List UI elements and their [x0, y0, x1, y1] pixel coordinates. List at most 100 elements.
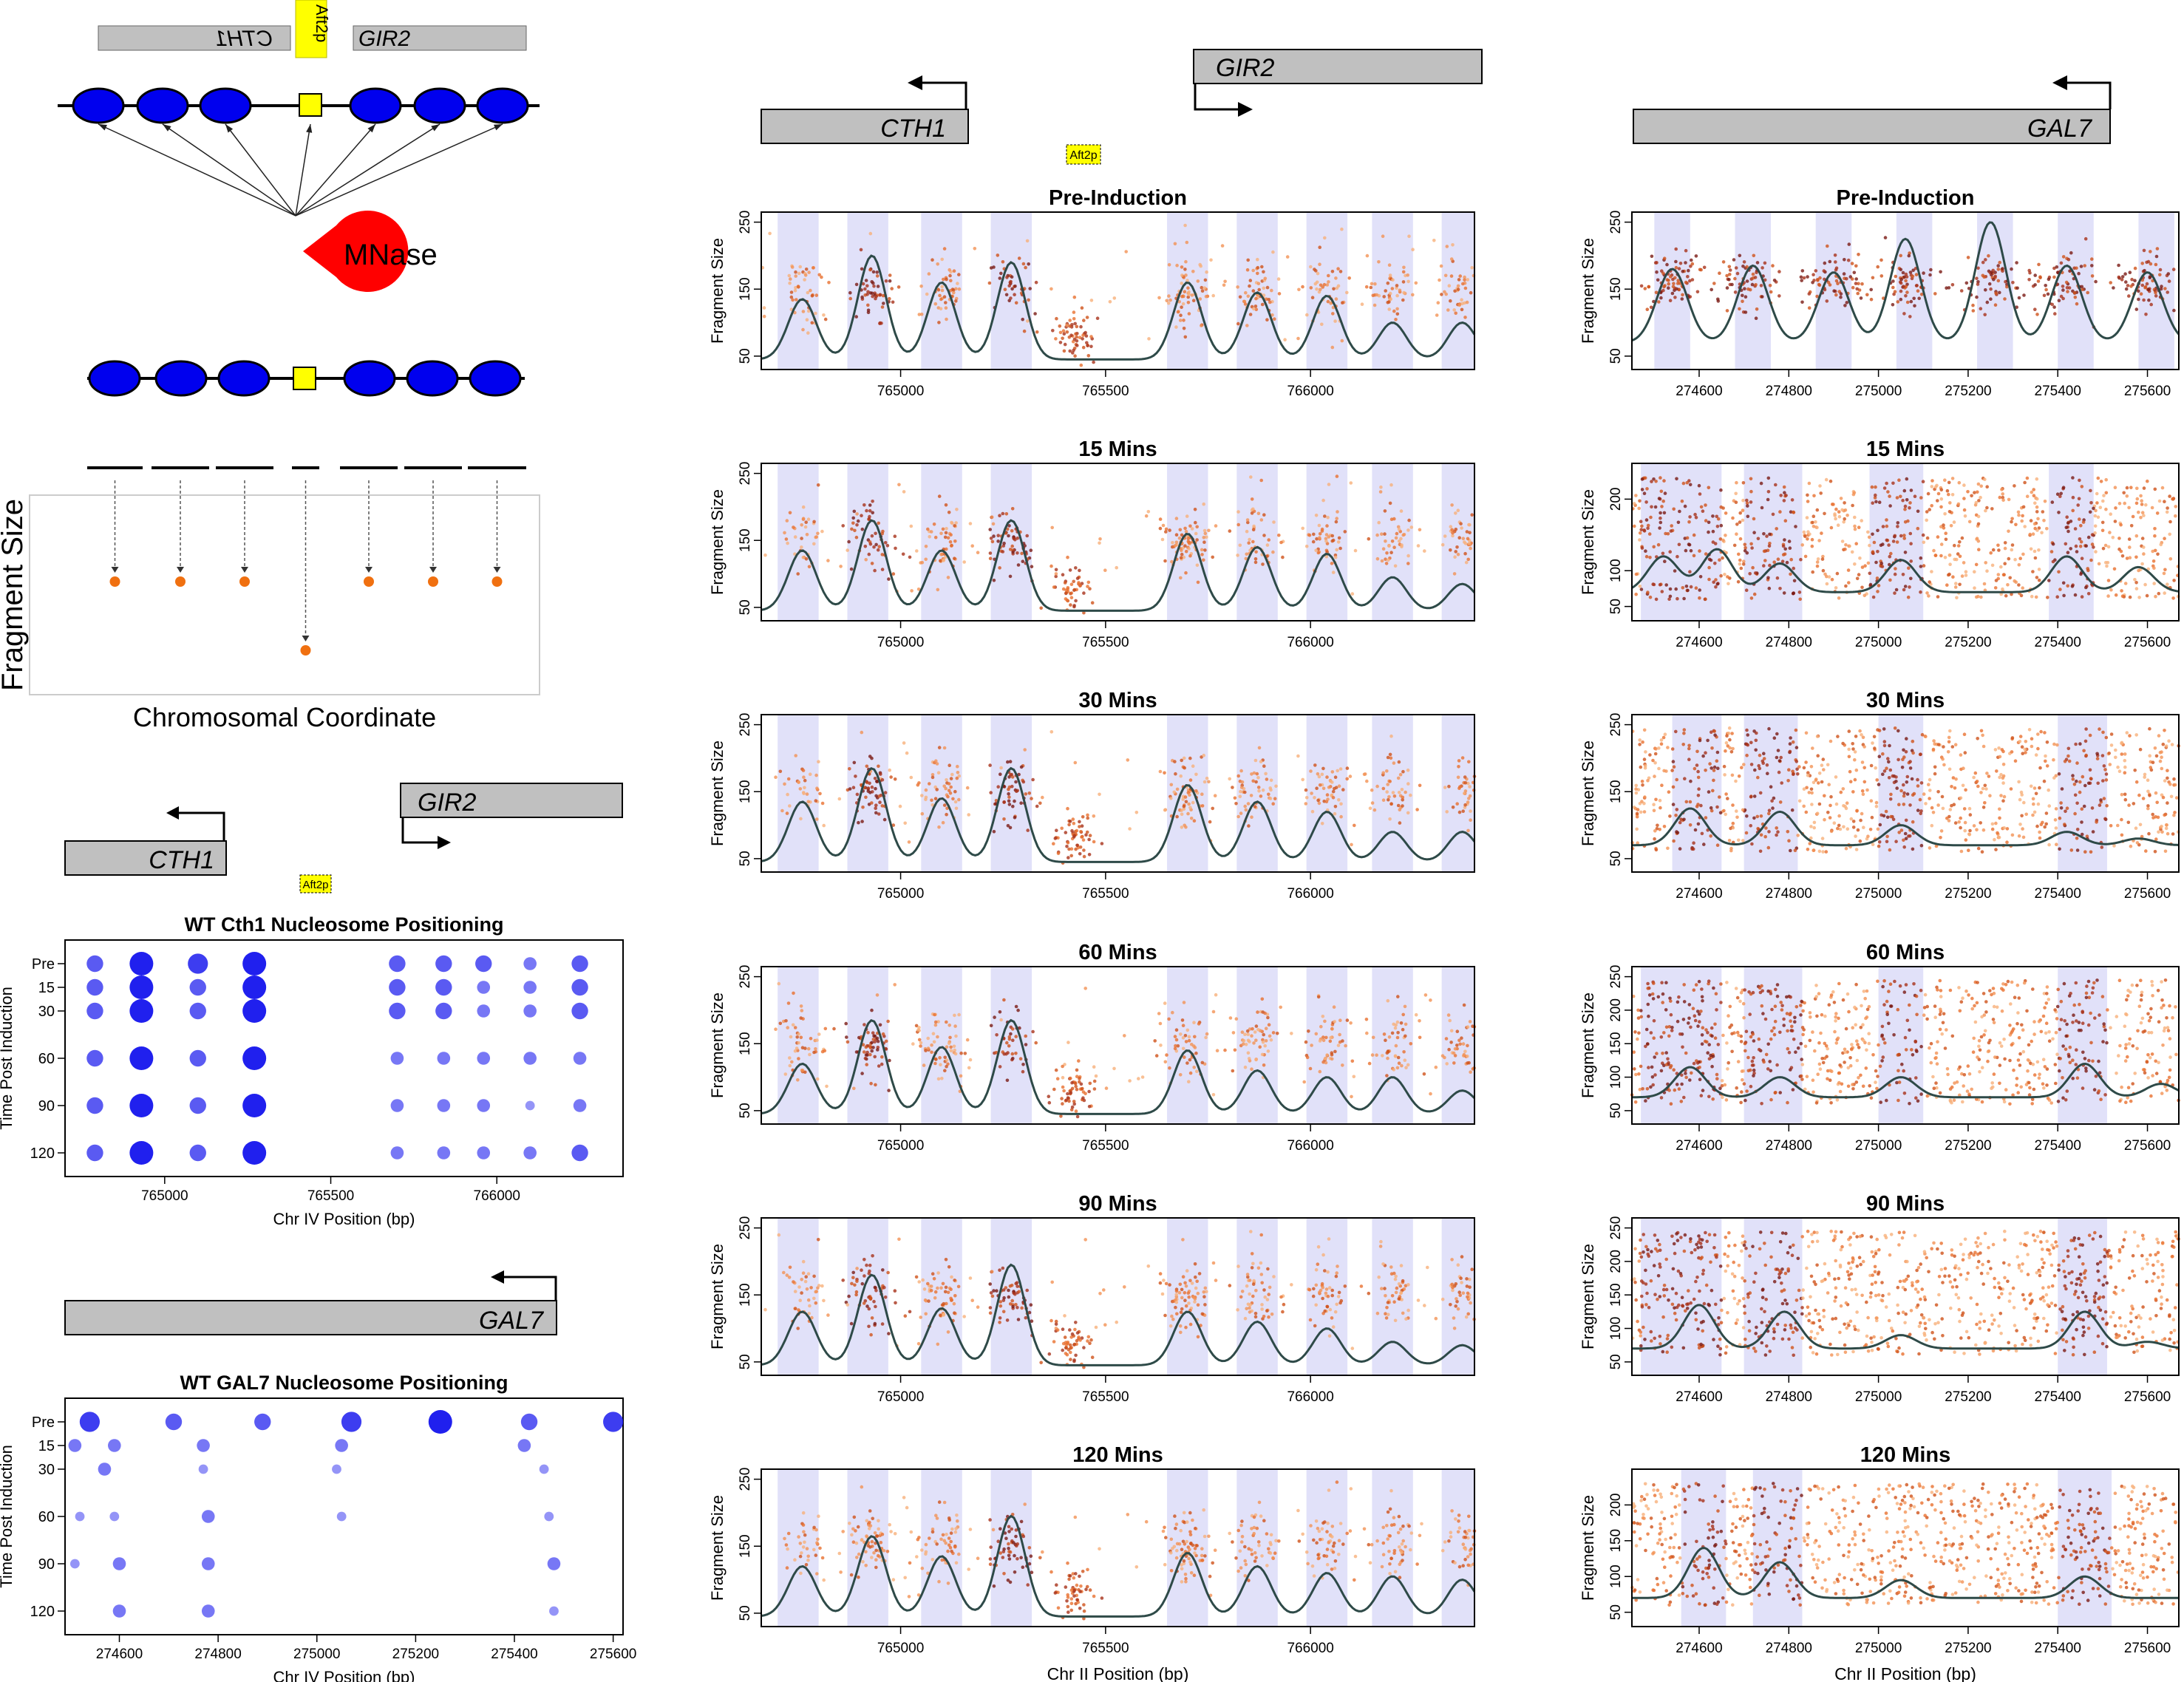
fragment-point — [1265, 777, 1269, 781]
fragment-point — [1297, 1539, 1302, 1543]
fragment-point — [1392, 761, 1396, 765]
fragment-point — [1084, 330, 1087, 335]
fragment-point — [914, 1275, 919, 1279]
fragment-point — [1976, 282, 1980, 286]
fragment-point — [1194, 772, 1198, 777]
fragment-point — [950, 772, 954, 777]
fragment-point — [801, 310, 806, 313]
fragment-point — [1839, 292, 1843, 296]
fragment-point — [1919, 293, 1924, 296]
fragment-point — [1681, 586, 1685, 590]
fragment-point — [1314, 1303, 1318, 1307]
fragment-point — [1314, 514, 1319, 517]
fragment-point — [1027, 791, 1032, 795]
fragment-point — [1397, 1514, 1401, 1519]
fragment-point — [952, 1301, 956, 1306]
fragment-point — [1350, 1059, 1355, 1063]
fragment-points — [761, 223, 1476, 367]
fragment-point — [888, 273, 892, 277]
fragment-point — [1818, 276, 1822, 280]
x-tick-label-1: 765500 — [1082, 384, 1129, 399]
fragment-point — [897, 285, 901, 289]
fragment-point — [1223, 1048, 1227, 1052]
fragment-point — [1743, 542, 1747, 547]
fragment-point — [1173, 760, 1177, 763]
fragment-point — [1738, 253, 1742, 258]
fragment-point — [1461, 809, 1465, 813]
fragment-point — [1336, 540, 1341, 544]
mnase-arrow-2 — [225, 123, 296, 217]
fragment-point — [1239, 811, 1243, 815]
fragment-point — [1052, 585, 1056, 589]
fragment-point — [1008, 574, 1013, 579]
fragment-point — [1812, 273, 1815, 277]
fragment-point — [1970, 494, 1973, 498]
fragment-point — [1776, 557, 1780, 561]
fragment-point — [793, 1307, 797, 1310]
fragment-point — [2171, 268, 2176, 271]
fragment-point — [1338, 767, 1343, 771]
fragment-point — [1024, 1315, 1028, 1320]
fragment-point — [1697, 483, 1701, 488]
fragment-point — [924, 1550, 928, 1554]
fragment-point — [1744, 310, 1748, 314]
fragment-point — [1301, 1532, 1304, 1536]
fragment-point — [857, 1552, 861, 1556]
fragment-point — [1030, 1570, 1034, 1574]
fragment-point — [2171, 596, 2175, 600]
fragment-point — [805, 533, 809, 537]
fragment-point — [1066, 1593, 1069, 1597]
fragment-point — [878, 800, 882, 804]
fragment-point — [2058, 494, 2062, 498]
fragment-point — [959, 1074, 963, 1078]
fragment-point — [2162, 571, 2166, 576]
fragment-point — [1746, 514, 1750, 519]
fragment-point — [1202, 780, 1207, 784]
fragment-point — [1211, 1561, 1214, 1565]
fragment-point — [945, 806, 949, 811]
fragment-point — [1402, 1050, 1406, 1054]
fragment-point — [1072, 1588, 1076, 1593]
fragment-point — [1393, 1026, 1398, 1030]
fragment-point — [2120, 278, 2124, 282]
fragment-point — [874, 1548, 878, 1553]
fragment-point — [1856, 291, 1860, 296]
fragment-point — [1713, 542, 1718, 545]
fragment-point — [1727, 278, 1731, 282]
fragment-point — [1451, 1288, 1455, 1293]
mnase-pacman-icon — [303, 211, 409, 292]
fragment-point — [1455, 802, 1459, 806]
fragment-point — [862, 1301, 866, 1305]
fragment-point — [874, 294, 878, 299]
fragment-point — [867, 1307, 871, 1311]
fragment-point — [1312, 532, 1316, 537]
fragment-point — [2075, 266, 2078, 270]
fragment-point — [2010, 548, 2014, 552]
fragment-point — [1360, 302, 1364, 307]
fragment-point — [2125, 556, 2129, 560]
fragment-point — [806, 800, 810, 804]
fragment-point — [2163, 537, 2166, 540]
fragment-point — [1310, 296, 1315, 300]
fragment-point — [1250, 772, 1253, 776]
fragment-point — [1231, 1069, 1235, 1073]
nucleosome-band-5 — [1236, 463, 1278, 621]
fragment-point — [1834, 279, 1839, 283]
fragment-point — [1463, 286, 1468, 290]
nucleosome-dot-37 — [129, 1094, 154, 1117]
fragment-point — [873, 1055, 877, 1059]
fragment-point — [947, 1516, 951, 1520]
fragment-point — [888, 1522, 891, 1527]
fragment-point — [1656, 278, 1660, 282]
fragment-point — [936, 1035, 939, 1039]
fragment-point — [1663, 559, 1667, 563]
fragment-point — [1386, 1510, 1390, 1514]
fragment-point — [1056, 1606, 1061, 1610]
fragment-point — [1186, 1291, 1191, 1295]
fragment-point — [1461, 1291, 1466, 1295]
fragment-point — [1459, 1276, 1463, 1280]
fragment-point — [1839, 497, 1843, 500]
fragment-point — [1168, 1324, 1173, 1328]
fragment-point — [1668, 587, 1673, 591]
fragment-point — [1463, 775, 1467, 779]
